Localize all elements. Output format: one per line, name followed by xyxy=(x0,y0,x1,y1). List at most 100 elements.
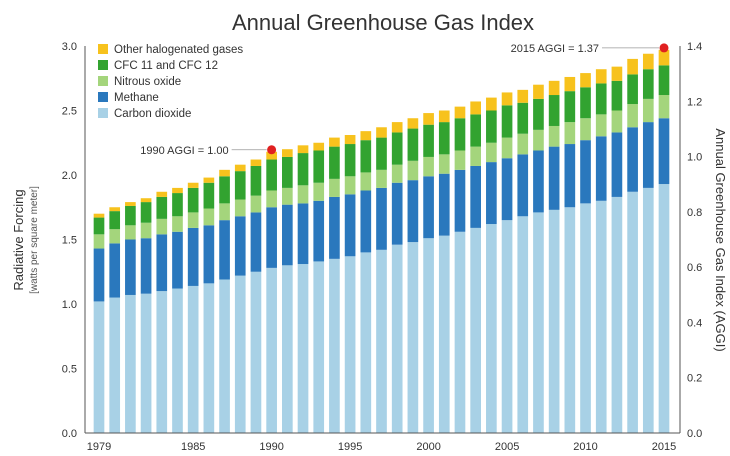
bar-1980-series-4 xyxy=(109,207,121,212)
bar-1984-series-1 xyxy=(172,231,183,289)
bar-1995-series-2 xyxy=(344,176,356,195)
bar-1989-series-1 xyxy=(250,212,262,272)
bar-1993-series-4 xyxy=(313,142,325,151)
legend-label: Carbon dioxide xyxy=(114,108,191,120)
bar-1992-series-0 xyxy=(297,264,309,433)
legend-label: Nitrous oxide xyxy=(114,76,181,88)
annotation-label: 2015 AGGI = 1.37 xyxy=(511,43,599,55)
bar-2013-series-0 xyxy=(627,191,638,433)
bar-1984-series-3 xyxy=(172,193,183,217)
bar-2009-series-1 xyxy=(564,144,576,208)
bar-1983-series-2 xyxy=(156,218,168,235)
bar-1999-series-4 xyxy=(407,118,419,129)
bar-1983-series-1 xyxy=(156,234,168,292)
y2-tick-label: 1.4 xyxy=(687,41,702,53)
bar-1985-series-1 xyxy=(187,227,199,286)
bar-1992-series-4 xyxy=(297,145,309,154)
bar-1997-series-4 xyxy=(376,127,387,138)
bar-1988-series-3 xyxy=(234,171,246,200)
bar-2015-series-1 xyxy=(658,118,670,185)
bar-2003-series-0 xyxy=(470,227,481,433)
bar-2000-series-2 xyxy=(423,156,434,177)
bar-1998-series-4 xyxy=(391,122,403,133)
bar-2007-series-1 xyxy=(533,150,544,213)
x-tick-label: 2000 xyxy=(416,441,440,453)
bar-1982-series-4 xyxy=(140,198,152,203)
legend-swatch xyxy=(98,92,108,102)
bar-1993-series-2 xyxy=(313,182,325,201)
legend-swatch xyxy=(98,44,108,54)
bar-2004-series-4 xyxy=(486,97,497,111)
bar-1996-series-2 xyxy=(360,172,372,191)
y-tick-label: 0.5 xyxy=(62,364,77,376)
bar-2011-series-0 xyxy=(595,200,607,433)
y2-axis-label: Annual Greenhouse Gas Index (AGGI) xyxy=(713,128,728,351)
bar-1986-series-1 xyxy=(203,225,215,284)
bar-2013-series-3 xyxy=(627,74,638,105)
bar-1987-series-3 xyxy=(219,176,230,204)
bar-1995-series-1 xyxy=(344,194,356,257)
x-tick-labels: 1979 1985 1990 1995 2000 2005 2010 2015 xyxy=(87,441,676,453)
y-tick-label: 1.5 xyxy=(62,235,77,247)
bar-1990-series-1 xyxy=(266,207,277,268)
bar-1987-series-0 xyxy=(219,279,230,433)
bar-2002-series-4 xyxy=(454,106,466,119)
bar-2012-series-1 xyxy=(611,132,623,197)
bar-2005-series-0 xyxy=(501,220,513,433)
bar-1989-series-2 xyxy=(250,195,262,213)
bar-2007-series-3 xyxy=(533,98,544,130)
y2-tick-label: 0.6 xyxy=(687,262,702,274)
legend: Other halogenated gases CFC 11 and CFC 12… xyxy=(98,44,243,120)
annotation-marker xyxy=(267,145,277,155)
bar-1981-series-0 xyxy=(125,294,136,433)
bar-2012-series-3 xyxy=(611,80,623,111)
bar-2006-series-3 xyxy=(517,102,529,134)
bar-1979-series-0 xyxy=(93,301,105,433)
x-tick-label: 1985 xyxy=(181,441,205,453)
bar-2013-series-2 xyxy=(627,104,638,128)
bar-2012-series-4 xyxy=(611,66,623,81)
bar-2007-series-4 xyxy=(533,84,544,99)
bar-2003-series-3 xyxy=(470,114,481,147)
bar-2011-series-3 xyxy=(595,83,607,115)
bar-1995-series-3 xyxy=(344,144,356,177)
bar-1996-series-3 xyxy=(360,140,372,173)
bar-2004-series-3 xyxy=(486,110,497,143)
bar-2002-series-0 xyxy=(454,231,466,433)
bar-2011-series-1 xyxy=(595,136,607,201)
bar-2014-series-4 xyxy=(642,53,654,70)
y-tick-label: 2.0 xyxy=(62,170,77,182)
bar-1982-series-3 xyxy=(140,202,152,223)
bar-2008-series-0 xyxy=(548,209,560,433)
bar-1993-series-0 xyxy=(313,261,325,433)
bar-1981-series-1 xyxy=(125,239,136,295)
bar-1987-series-2 xyxy=(219,203,230,221)
bar-2008-series-2 xyxy=(548,125,560,147)
x-tick-label: 2015 xyxy=(652,441,676,453)
bar-1986-series-0 xyxy=(203,283,215,433)
bar-2009-series-0 xyxy=(564,207,576,433)
bar-1997-series-3 xyxy=(376,137,387,170)
bar-1996-series-1 xyxy=(360,190,372,253)
bar-2014-series-0 xyxy=(642,187,654,433)
bar-1981-series-3 xyxy=(125,205,136,226)
annotations: 1990 AGGI = 1.00 2015 AGGI = 1.37 xyxy=(140,43,669,157)
bar-1985-series-2 xyxy=(187,212,199,228)
bar-1979-series-1 xyxy=(93,248,105,302)
bar-1997-series-0 xyxy=(376,249,387,433)
bar-2006-series-0 xyxy=(517,216,529,433)
x-tick-label: 1995 xyxy=(338,441,362,453)
legend-swatch xyxy=(98,76,108,86)
bar-1979-series-2 xyxy=(93,234,105,249)
bar-1991-series-2 xyxy=(282,187,293,205)
bar-2002-series-2 xyxy=(454,150,466,170)
y-tick-label: 2.5 xyxy=(62,106,77,118)
y-tick-label: 0.0 xyxy=(62,428,77,440)
bar-1989-series-0 xyxy=(250,271,262,433)
bar-1992-series-1 xyxy=(297,203,309,265)
bar-1979-series-4 xyxy=(93,213,105,218)
bar-1998-series-3 xyxy=(391,132,403,165)
bar-1980-series-2 xyxy=(109,229,121,244)
y2-tick-label: 0.2 xyxy=(687,373,702,385)
